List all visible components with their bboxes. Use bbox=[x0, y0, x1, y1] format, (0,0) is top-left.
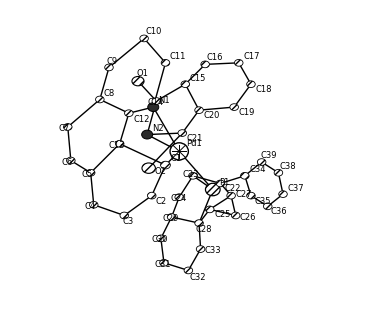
Ellipse shape bbox=[231, 212, 240, 219]
Text: C35: C35 bbox=[254, 197, 270, 206]
Text: N2: N2 bbox=[152, 124, 163, 133]
Ellipse shape bbox=[201, 61, 209, 68]
Text: C1: C1 bbox=[170, 154, 181, 163]
Ellipse shape bbox=[216, 180, 225, 187]
Text: C33: C33 bbox=[205, 246, 221, 255]
Text: C29: C29 bbox=[162, 214, 179, 223]
Text: C36: C36 bbox=[271, 207, 287, 216]
Ellipse shape bbox=[148, 103, 159, 112]
Ellipse shape bbox=[227, 192, 235, 199]
Text: C20: C20 bbox=[203, 111, 220, 120]
Text: C23: C23 bbox=[182, 170, 199, 179]
Ellipse shape bbox=[258, 159, 266, 165]
Text: C22: C22 bbox=[225, 184, 241, 193]
Text: P1: P1 bbox=[219, 178, 229, 187]
Text: Pd1: Pd1 bbox=[186, 139, 201, 148]
Ellipse shape bbox=[181, 81, 190, 87]
Ellipse shape bbox=[142, 130, 152, 139]
Text: C34: C34 bbox=[249, 165, 266, 174]
Text: C39: C39 bbox=[260, 151, 277, 160]
Text: C31: C31 bbox=[155, 260, 171, 269]
Ellipse shape bbox=[105, 64, 113, 71]
Text: C10: C10 bbox=[146, 27, 162, 36]
Text: C24: C24 bbox=[170, 194, 187, 203]
Ellipse shape bbox=[241, 172, 249, 179]
Ellipse shape bbox=[175, 194, 183, 201]
Ellipse shape bbox=[184, 267, 192, 274]
Text: C25: C25 bbox=[214, 211, 230, 219]
Text: C3: C3 bbox=[123, 217, 134, 226]
Ellipse shape bbox=[178, 130, 187, 136]
Ellipse shape bbox=[247, 192, 255, 199]
Ellipse shape bbox=[263, 203, 272, 210]
Ellipse shape bbox=[196, 246, 205, 252]
Ellipse shape bbox=[96, 96, 104, 103]
Ellipse shape bbox=[161, 59, 170, 66]
Text: C38: C38 bbox=[280, 162, 297, 170]
Text: C7: C7 bbox=[59, 124, 70, 133]
Ellipse shape bbox=[120, 212, 129, 219]
Text: C18: C18 bbox=[255, 85, 272, 94]
Ellipse shape bbox=[132, 77, 144, 86]
Ellipse shape bbox=[167, 214, 176, 220]
Text: C26: C26 bbox=[240, 212, 256, 222]
Text: C14: C14 bbox=[147, 98, 163, 107]
Text: C32: C32 bbox=[190, 273, 207, 282]
Text: C15: C15 bbox=[190, 73, 206, 83]
Text: C4: C4 bbox=[85, 202, 96, 211]
Ellipse shape bbox=[157, 235, 165, 242]
Ellipse shape bbox=[247, 81, 255, 87]
Ellipse shape bbox=[89, 201, 98, 208]
Ellipse shape bbox=[230, 104, 238, 110]
Ellipse shape bbox=[189, 172, 197, 179]
Text: C28: C28 bbox=[196, 225, 212, 234]
Ellipse shape bbox=[205, 206, 214, 213]
Ellipse shape bbox=[152, 98, 161, 104]
Text: C9: C9 bbox=[107, 57, 118, 66]
Ellipse shape bbox=[115, 140, 124, 147]
Text: N1: N1 bbox=[158, 96, 169, 105]
Ellipse shape bbox=[279, 191, 287, 197]
Ellipse shape bbox=[67, 157, 75, 164]
Ellipse shape bbox=[140, 35, 149, 42]
Ellipse shape bbox=[195, 107, 203, 114]
Text: C19: C19 bbox=[238, 108, 255, 117]
Ellipse shape bbox=[142, 163, 155, 173]
Text: C17: C17 bbox=[243, 52, 260, 61]
Ellipse shape bbox=[125, 110, 133, 117]
Text: O1: O1 bbox=[136, 69, 148, 78]
Text: C30: C30 bbox=[152, 235, 168, 245]
Text: C13: C13 bbox=[109, 141, 125, 150]
Ellipse shape bbox=[161, 161, 171, 169]
Ellipse shape bbox=[195, 220, 203, 226]
Ellipse shape bbox=[274, 169, 283, 176]
Text: C2: C2 bbox=[155, 197, 167, 206]
Ellipse shape bbox=[234, 59, 243, 66]
Text: C27: C27 bbox=[235, 190, 252, 199]
Ellipse shape bbox=[170, 143, 189, 160]
Text: C16: C16 bbox=[207, 53, 223, 62]
Ellipse shape bbox=[64, 124, 72, 130]
Text: C37: C37 bbox=[287, 183, 304, 192]
Text: O2: O2 bbox=[154, 167, 166, 176]
Ellipse shape bbox=[86, 169, 95, 176]
Text: C21: C21 bbox=[187, 134, 203, 143]
Text: C6: C6 bbox=[62, 157, 73, 167]
Text: C8: C8 bbox=[103, 89, 115, 98]
Text: C5: C5 bbox=[82, 170, 93, 179]
Ellipse shape bbox=[147, 192, 156, 199]
Text: C12: C12 bbox=[133, 115, 149, 124]
Ellipse shape bbox=[205, 183, 220, 196]
Text: C11: C11 bbox=[170, 52, 186, 61]
Ellipse shape bbox=[160, 259, 168, 266]
